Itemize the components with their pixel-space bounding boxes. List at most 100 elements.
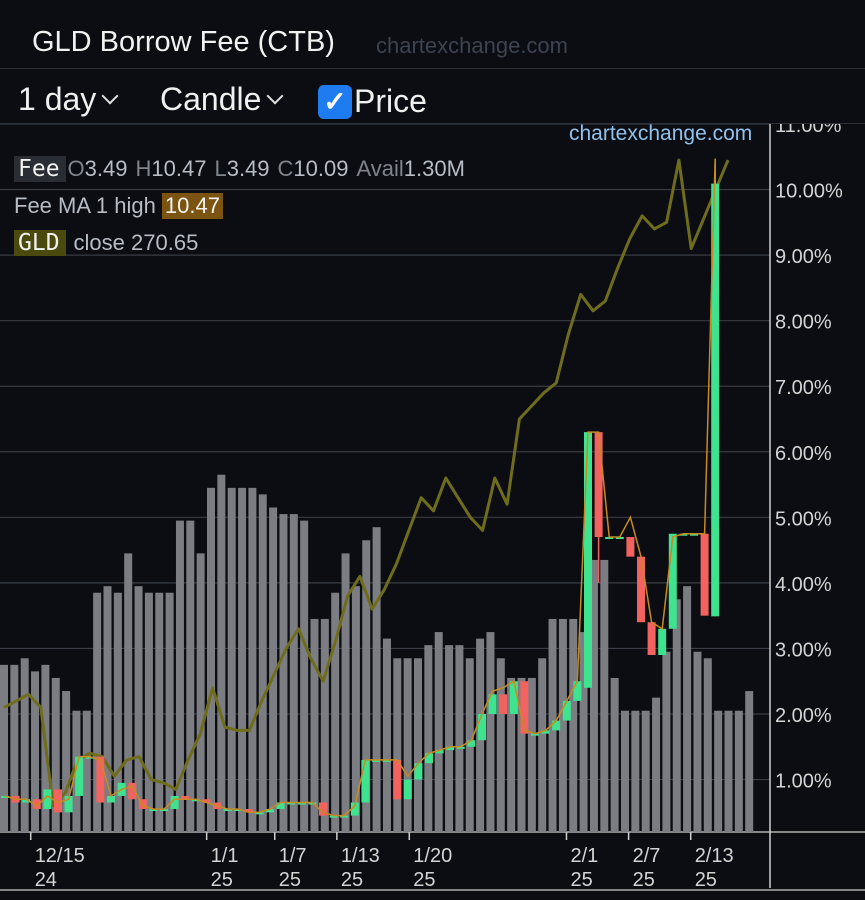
fee-candle <box>266 809 274 813</box>
volume-bar <box>372 527 381 832</box>
fee-candle <box>1 795 9 798</box>
x-tick-year: 25 <box>211 869 233 891</box>
fee-candle <box>425 753 433 764</box>
chart-toolbar: 1 day Candle ✓ Price <box>0 69 865 124</box>
volume-bar <box>414 658 422 832</box>
volume-bar <box>269 507 278 832</box>
checkmark-icon: ✓ <box>318 84 352 119</box>
fee-candle <box>361 759 370 803</box>
fee-candle <box>520 681 529 734</box>
volume-bar <box>496 658 505 832</box>
volume-bar <box>310 618 319 832</box>
close-label: C <box>277 155 294 181</box>
volume-bar <box>600 559 609 832</box>
volume-bar <box>610 677 619 832</box>
volume-bar <box>445 645 454 832</box>
fee-tag: Fee <box>14 155 66 182</box>
fee-candle <box>234 809 243 812</box>
fee-candle <box>573 681 582 701</box>
volume-bar <box>0 664 8 832</box>
fee-candle <box>22 799 31 803</box>
volume-bar <box>279 514 288 832</box>
chart-style-dropdown[interactable]: Candle <box>160 81 284 118</box>
volume-bar <box>527 677 536 832</box>
volume-bar <box>662 651 671 832</box>
fee-candle <box>54 789 62 813</box>
volume-bar <box>238 487 247 832</box>
fee-candle <box>329 815 338 818</box>
fee-candle <box>584 432 592 688</box>
fee-candle <box>467 740 476 747</box>
fee-candle <box>32 799 41 810</box>
fee-candle <box>562 700 571 721</box>
x-tick-year: 25 <box>413 869 435 891</box>
fee-candle <box>637 556 645 623</box>
fee-candle <box>107 795 115 803</box>
fee-candle <box>605 537 614 539</box>
fee-chart[interactable]: 1.00% 2.00% 3.00% 4.00% 5.00% 6.00% 7.00% 8.00%… <box>0 124 865 900</box>
fee-candle <box>276 802 285 810</box>
volume-bar <box>693 651 702 832</box>
volume-bar <box>424 645 433 832</box>
fee-candle <box>170 795 179 810</box>
legend-gld-row: GLD close 270.65 <box>14 224 473 261</box>
chart-legend: Fee O 3.49 H 10.47 L 3.49 C 10.09 Avail 1.30M… <box>14 150 473 261</box>
fee-candle <box>668 533 677 629</box>
volume-bar <box>589 559 598 832</box>
volume-bar <box>331 592 340 832</box>
volume-bar <box>186 520 195 832</box>
volume-bar <box>641 710 650 832</box>
volume-bar <box>103 586 112 832</box>
fee-candle <box>138 799 147 810</box>
volume-bar <box>144 592 153 832</box>
volume-bar <box>113 592 122 832</box>
fee-candle <box>446 746 455 751</box>
volume-bar <box>362 540 371 832</box>
fee-candle <box>244 809 253 813</box>
avail-label: Avail <box>356 155 404 181</box>
fee-candle <box>128 782 137 800</box>
volume-bar <box>31 671 40 832</box>
price-checkbox[interactable]: ✓ Price <box>318 83 427 120</box>
fee-candle <box>223 809 232 812</box>
y-tick-label: 6.00% <box>775 443 832 465</box>
interval-dropdown[interactable]: 1 day <box>18 81 119 118</box>
fee-candle <box>96 756 105 803</box>
y-tick-label: 11.00% <box>775 124 842 137</box>
fee-candle <box>615 537 624 539</box>
fee-candle <box>552 720 561 731</box>
fee-candle <box>700 533 709 616</box>
volume-bar <box>62 691 71 832</box>
x-tick-label: 2/13 <box>695 845 734 867</box>
fee-ma-line <box>4 158 716 817</box>
fee-candle <box>658 628 667 655</box>
volume-bar <box>165 592 174 832</box>
fee-candle <box>181 795 190 800</box>
ma-label: Fee MA 1 high <box>14 192 156 218</box>
fee-candle <box>382 759 391 762</box>
price-checkbox-label: Price <box>354 83 427 119</box>
volume-bar <box>300 520 309 832</box>
volume-bar <box>507 677 516 832</box>
avail-value: 1.30M <box>403 155 465 181</box>
x-tick-label: 2/1 <box>571 845 599 867</box>
fee-candle <box>403 779 412 800</box>
gld-tag: GLD <box>14 229 66 256</box>
volume-bar <box>724 710 733 832</box>
x-tick-year: 24 <box>35 869 57 891</box>
volume-bar <box>486 632 495 832</box>
volume-bar <box>134 586 143 832</box>
open-value: 3.49 <box>84 155 128 181</box>
fee-candle <box>43 789 52 810</box>
low-value: 3.49 <box>226 155 270 181</box>
volume-bar <box>289 514 298 832</box>
header-watermark: chartexchange.com <box>376 33 568 58</box>
x-tick-label: 1/13 <box>341 845 380 867</box>
chart-style-label: Candle <box>160 81 262 117</box>
fee-candle <box>160 809 168 812</box>
fee-candle <box>255 812 264 815</box>
volume-bar <box>652 697 661 832</box>
gld-price-line <box>3 158 730 808</box>
fee-candle <box>626 537 635 557</box>
chart-header: GLD Borrow Fee (CTB) chartexchange.com <box>0 0 865 69</box>
